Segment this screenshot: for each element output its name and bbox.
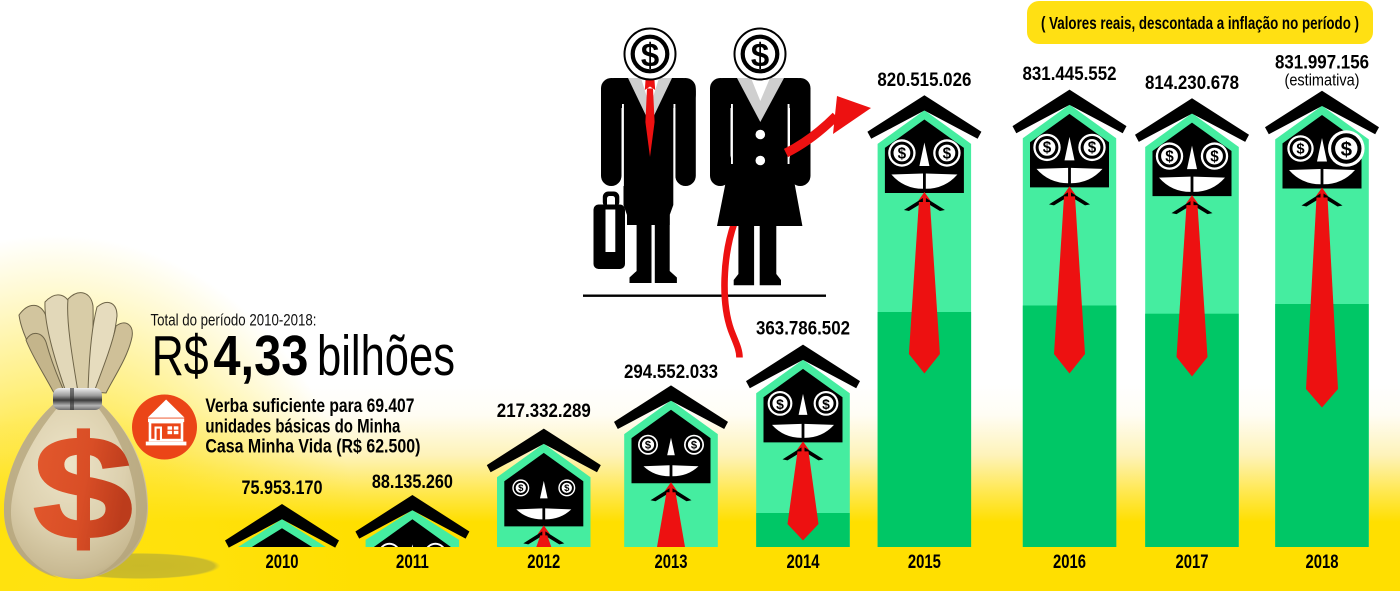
svg-text:2014: 2014 xyxy=(787,551,820,573)
svg-text:2016: 2016 xyxy=(1053,551,1086,573)
svg-text:Verba suficiente para 69.407: Verba suficiente para 69.407 xyxy=(205,396,414,417)
svg-text:$: $ xyxy=(33,406,132,569)
svg-text:217.332.289: 217.332.289 xyxy=(497,400,591,422)
svg-text:831.997.156: 831.997.156 xyxy=(1275,52,1369,74)
svg-text:$: $ xyxy=(1341,138,1353,161)
svg-text:294.552.033: 294.552.033 xyxy=(624,361,718,383)
svg-text:$: $ xyxy=(1043,140,1052,157)
svg-text:(estimativa): (estimativa) xyxy=(1285,71,1360,89)
svg-text:$: $ xyxy=(645,439,652,451)
svg-text:2011: 2011 xyxy=(396,551,429,573)
svg-text:2010: 2010 xyxy=(266,551,299,573)
svg-text:$: $ xyxy=(641,37,659,74)
svg-text:unidades básicas do Minha: unidades básicas do Minha xyxy=(205,416,400,437)
svg-text:4,33: 4,33 xyxy=(213,324,308,388)
svg-text:2013: 2013 xyxy=(655,551,688,573)
svg-text:$: $ xyxy=(776,396,784,412)
svg-text:$: $ xyxy=(943,145,952,162)
svg-text:75.953.170: 75.953.170 xyxy=(242,477,323,499)
svg-text:2012: 2012 xyxy=(527,551,560,573)
svg-text:( Valores reais, descontada a: ( Valores reais, descontada a inflação n… xyxy=(1041,13,1359,33)
svg-text:88.135.260: 88.135.260 xyxy=(372,471,453,493)
svg-text:$: $ xyxy=(751,37,769,74)
svg-text:2017: 2017 xyxy=(1176,551,1209,573)
svg-text:831.445.552: 831.445.552 xyxy=(1023,63,1117,85)
svg-text:814.230.678: 814.230.678 xyxy=(1145,72,1239,94)
svg-text:Total do período 2010-2018:: Total do período 2010-2018: xyxy=(151,310,317,329)
svg-text:$: $ xyxy=(564,483,570,494)
svg-text:$: $ xyxy=(1210,148,1219,165)
svg-text:2015: 2015 xyxy=(908,551,941,573)
svg-text:$: $ xyxy=(518,483,524,494)
svg-text:$: $ xyxy=(1296,141,1305,157)
svg-text:$: $ xyxy=(822,396,830,412)
svg-text:bilhões: bilhões xyxy=(317,324,455,388)
svg-text:$: $ xyxy=(1088,140,1097,157)
svg-text:$: $ xyxy=(1165,148,1174,165)
svg-text:$: $ xyxy=(691,439,698,451)
svg-text:2018: 2018 xyxy=(1306,551,1339,573)
svg-text:820.515.026: 820.515.026 xyxy=(877,69,971,91)
svg-text:363.786.502: 363.786.502 xyxy=(756,318,850,340)
svg-text:Casa Minha Vida (R$ 62.500): Casa Minha Vida (R$ 62.500) xyxy=(205,436,420,457)
svg-text:R$: R$ xyxy=(152,324,209,388)
svg-text:$: $ xyxy=(898,145,907,162)
